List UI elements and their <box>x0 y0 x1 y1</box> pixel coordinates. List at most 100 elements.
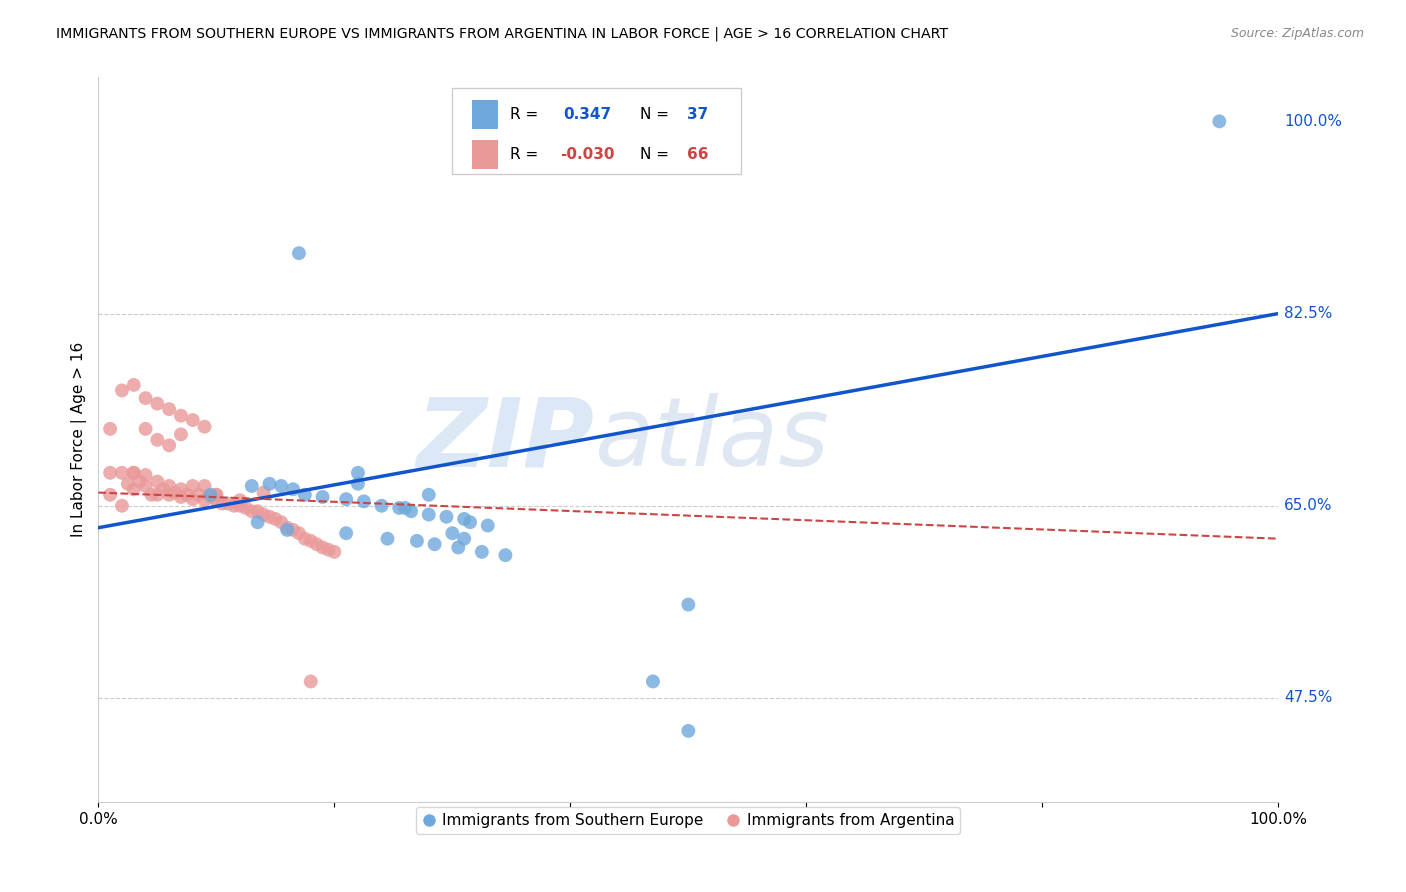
Point <box>294 532 316 546</box>
Point <box>122 466 145 480</box>
Text: R =: R = <box>510 147 538 161</box>
Point <box>240 479 263 493</box>
Point <box>494 548 516 562</box>
Point <box>193 493 215 508</box>
Point <box>217 497 239 511</box>
Point <box>252 485 274 500</box>
Point <box>436 509 458 524</box>
Point <box>347 466 370 480</box>
Point <box>122 483 145 497</box>
Point <box>176 488 198 502</box>
Point <box>335 492 357 507</box>
Point <box>246 504 269 518</box>
Point <box>98 488 121 502</box>
Point <box>281 523 304 537</box>
Point <box>299 533 322 548</box>
Point <box>453 512 475 526</box>
Point <box>117 476 139 491</box>
Text: ZIP: ZIP <box>416 393 593 486</box>
Point <box>135 468 157 483</box>
Y-axis label: In Labor Force | Age > 16: In Labor Force | Age > 16 <box>72 343 87 538</box>
Point <box>111 499 134 513</box>
Point <box>288 526 311 541</box>
Point <box>200 490 222 504</box>
Point <box>311 490 333 504</box>
Point <box>471 545 494 559</box>
Point <box>146 475 169 489</box>
Text: -0.030: -0.030 <box>560 147 614 161</box>
Point <box>270 479 292 493</box>
Point <box>394 500 416 515</box>
Point <box>135 479 157 493</box>
Point <box>128 475 150 489</box>
Text: N =: N = <box>640 107 669 122</box>
Point <box>281 483 304 497</box>
Point <box>98 422 121 436</box>
Point <box>229 493 252 508</box>
FancyBboxPatch shape <box>453 88 741 174</box>
Point <box>235 500 257 515</box>
Point <box>200 488 222 502</box>
Point <box>205 493 228 508</box>
Text: Source: ZipAtlas.com: Source: ZipAtlas.com <box>1230 27 1364 40</box>
Point <box>193 419 215 434</box>
Text: 37: 37 <box>688 107 709 122</box>
Text: atlas: atlas <box>593 393 830 486</box>
Point <box>276 523 298 537</box>
Point <box>170 427 193 442</box>
Text: 0.347: 0.347 <box>564 107 612 122</box>
Point <box>294 488 316 502</box>
Point <box>146 488 169 502</box>
Point <box>270 515 292 529</box>
Point <box>447 541 470 555</box>
Bar <box>472 100 498 129</box>
Point <box>229 499 252 513</box>
Text: R =: R = <box>510 107 538 122</box>
Point <box>135 391 157 405</box>
Point <box>276 521 298 535</box>
Text: 47.5%: 47.5% <box>1284 690 1333 706</box>
Point <box>157 402 180 417</box>
Point <box>399 504 422 518</box>
Point <box>157 488 180 502</box>
Point <box>205 488 228 502</box>
Point <box>165 485 187 500</box>
Point <box>641 674 664 689</box>
Point <box>299 674 322 689</box>
Point <box>141 488 163 502</box>
Point <box>222 499 245 513</box>
Point <box>370 499 392 513</box>
Point <box>170 483 193 497</box>
Point <box>111 466 134 480</box>
Point <box>305 537 328 551</box>
Bar <box>472 140 498 169</box>
Text: 66: 66 <box>688 147 709 161</box>
Point <box>252 508 274 522</box>
Point <box>347 476 370 491</box>
Point <box>135 422 157 436</box>
Point <box>181 413 204 427</box>
Text: 100.0%: 100.0% <box>1284 114 1343 128</box>
Point <box>111 384 134 398</box>
Point <box>288 246 311 260</box>
Point <box>1208 114 1230 128</box>
Point <box>187 488 209 502</box>
Point <box>205 488 228 502</box>
Point <box>98 466 121 480</box>
Point <box>122 466 145 480</box>
Point <box>146 396 169 410</box>
Text: IMMIGRANTS FROM SOUTHERN EUROPE VS IMMIGRANTS FROM ARGENTINA IN LABOR FORCE | AG: IMMIGRANTS FROM SOUTHERN EUROPE VS IMMIG… <box>56 27 949 41</box>
Point <box>264 512 287 526</box>
Point <box>388 500 411 515</box>
Point <box>246 515 269 529</box>
Point <box>181 479 204 493</box>
Point <box>678 723 700 738</box>
Point <box>477 518 499 533</box>
Point <box>418 508 440 522</box>
Point <box>157 479 180 493</box>
Point <box>193 479 215 493</box>
Point <box>441 526 464 541</box>
Point <box>406 533 429 548</box>
Point <box>423 537 446 551</box>
Point <box>678 598 700 612</box>
